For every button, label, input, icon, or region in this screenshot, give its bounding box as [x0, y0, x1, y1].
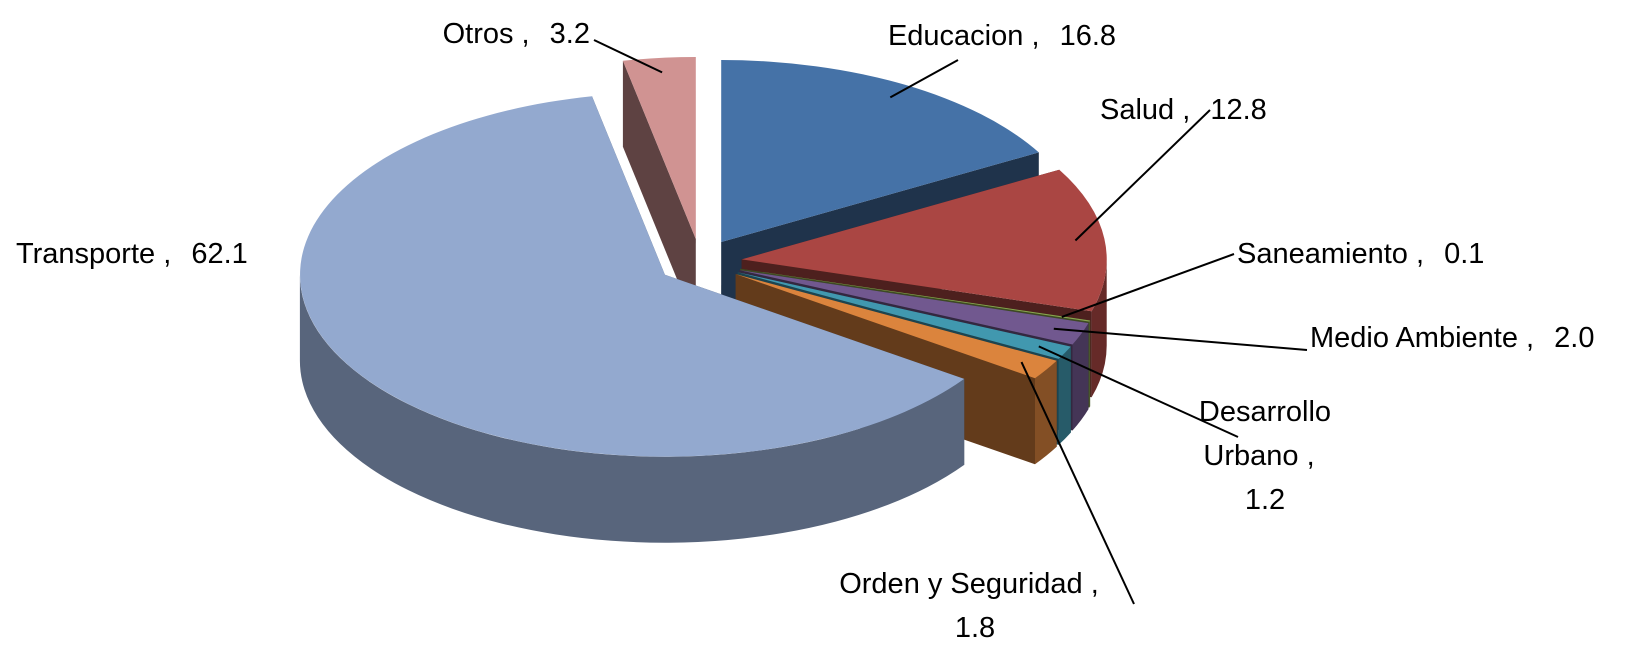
- label-value: 3.2: [549, 18, 590, 50]
- data-label: Medio Ambiente , 2.0: [1310, 316, 1640, 360]
- label-value: 1.2: [1244, 484, 1286, 516]
- label-value: 0.1: [1444, 238, 1485, 270]
- leader-line: [1053, 327, 1308, 351]
- slice-top: [721, 60, 1039, 242]
- leader-line: [1020, 361, 1135, 605]
- label-separator: ,: [1090, 568, 1099, 600]
- label-value: 62.1: [191, 238, 248, 270]
- data-label: Transporte , 62.1: [16, 232, 296, 276]
- pie-slice: [299, 96, 965, 543]
- data-label: Saneamiento , 0.1: [1237, 232, 1517, 276]
- slice-side: [299, 274, 965, 543]
- leader-line: [1038, 345, 1239, 438]
- label-category: Medio Ambiente: [1310, 322, 1518, 354]
- data-label: Orden y Seguridad , 1.8: [820, 562, 1130, 650]
- label-category: Educacion: [887, 20, 1024, 52]
- slice-top: [739, 270, 1089, 345]
- label-category: Saneamiento: [1237, 238, 1408, 270]
- label-value: 12.8: [1210, 94, 1267, 126]
- data-label: Desarrollo Urbano , 1.2: [1180, 390, 1350, 522]
- leader-line: [889, 59, 959, 99]
- slice-side: [1072, 323, 1089, 431]
- slice-side: [1089, 320, 1091, 408]
- slice-top: [735, 274, 1057, 379]
- label-separator: ,: [1306, 440, 1315, 472]
- label-category: Otros: [442, 18, 514, 50]
- slice-top: [300, 96, 965, 457]
- label-separator: ,: [1415, 238, 1425, 270]
- slice-top: [737, 272, 1071, 359]
- data-label: Otros , 3.2: [400, 12, 590, 56]
- slice-wall: [622, 60, 696, 326]
- slice-side: [1091, 259, 1107, 398]
- leader-line: [1061, 253, 1235, 318]
- pie-slice: [622, 57, 696, 326]
- label-separator: ,: [163, 238, 172, 270]
- label-separator: ,: [1182, 94, 1191, 126]
- label-value: 16.8: [1059, 20, 1117, 52]
- label-separator: ,: [521, 18, 530, 50]
- label-category: Desarrollo Urbano: [1198, 396, 1332, 472]
- data-label: Salud , 12.8: [1100, 88, 1340, 132]
- slice-top: [740, 268, 1091, 322]
- label-category: Orden y Seguridad: [839, 568, 1083, 600]
- label-value: 1.8: [954, 612, 996, 644]
- label-category: Transporte: [16, 238, 156, 270]
- leader-line: [593, 39, 663, 74]
- leader-line: [1074, 109, 1211, 242]
- label-category: Salud: [1100, 94, 1175, 126]
- label-value: 2.0: [1554, 322, 1595, 354]
- slice-top: [622, 57, 696, 239]
- data-label: Educacion , 16.8: [832, 14, 1172, 58]
- slice-top: [741, 169, 1107, 312]
- slice-side: [1058, 346, 1071, 445]
- label-separator: ,: [1526, 322, 1535, 354]
- label-separator: ,: [1031, 20, 1040, 52]
